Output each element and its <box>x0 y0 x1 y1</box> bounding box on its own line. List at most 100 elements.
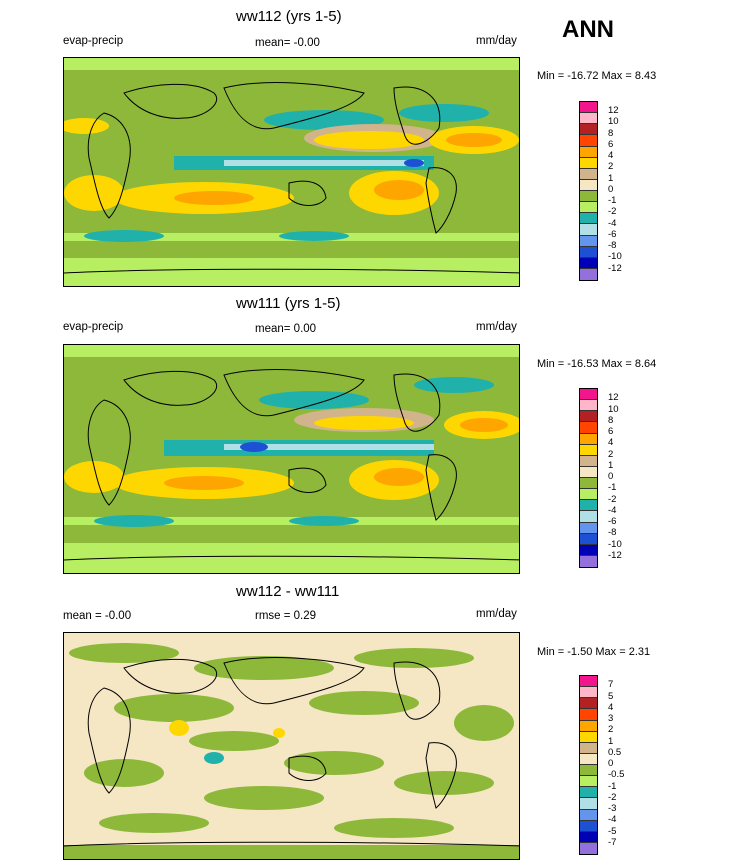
panel-2-title: ww111 (yrs 1-5) <box>236 295 341 312</box>
panel-1-cbar-label: -8 <box>608 240 617 251</box>
panel-3-colorbar <box>579 675 598 855</box>
colorbar-swatch <box>580 179 597 191</box>
panel-1-cbar-label: 1 <box>608 173 614 184</box>
colorbar-swatch <box>580 698 597 710</box>
panel-1-cbar-label: -2 <box>608 206 617 217</box>
colorbar-swatch <box>580 400 597 412</box>
panel-3-cbar-label: -0.5 <box>608 769 625 780</box>
panel-3-cbar-label: 7 <box>608 679 614 690</box>
colorbar-swatch <box>580 224 597 236</box>
colorbar-swatch <box>580 709 597 721</box>
colorbar-swatch <box>580 389 597 401</box>
colorbar-swatch <box>580 444 597 456</box>
colorbar-swatch <box>580 544 597 556</box>
colorbar-swatch <box>580 246 597 258</box>
panel-1-cbar-label: -10 <box>608 251 622 262</box>
panel-1-cbar-label: 12 <box>608 105 619 116</box>
panel-1-cbar-label: 8 <box>608 128 614 139</box>
panel-3-cbar-label: 5 <box>608 691 614 702</box>
panel-2-cbar-label: 12 <box>608 392 619 403</box>
panel-1-cbar-label: 10 <box>608 116 619 127</box>
colorbar-swatch <box>580 257 597 269</box>
panel-2-cbar-label: -12 <box>608 550 622 561</box>
colorbar-swatch <box>580 676 597 688</box>
panel-2-cbar-label: -4 <box>608 505 617 516</box>
colorbar-swatch <box>580 202 597 214</box>
panel-3-minmax: Min = -1.50 Max = 2.31 <box>537 646 651 658</box>
panel-1-cbar-label: 0 <box>608 184 614 195</box>
panel-3-units: mm/day <box>476 608 517 620</box>
panel-2-cbar-label: 6 <box>608 426 614 437</box>
colorbar-swatch <box>580 478 597 490</box>
panel-3-map-field <box>64 633 519 859</box>
panel-2-cbar-label: 10 <box>608 404 619 415</box>
colorbar-swatch <box>580 687 597 699</box>
colorbar-swatch <box>580 113 597 125</box>
panel-1-cbar-label: -6 <box>608 229 617 240</box>
panel-3-cbar-label: -5 <box>608 826 617 837</box>
panel-1-map-field <box>64 58 519 286</box>
panel-2-cbar-label: -10 <box>608 539 622 550</box>
panel-1-cbar-label: 2 <box>608 161 614 172</box>
panel-1-colorbar <box>579 101 598 281</box>
panel-1-cbar-label: 6 <box>608 139 614 150</box>
panel-3-cbar-label: -1 <box>608 781 617 792</box>
colorbar-swatch <box>580 422 597 434</box>
colorbar-swatch <box>580 268 597 280</box>
colorbar-swatch <box>580 842 597 854</box>
panel-3-cbar-label: 4 <box>608 702 614 713</box>
panel-3-cbar-label: 0 <box>608 758 614 769</box>
colorbar-swatch <box>580 742 597 754</box>
panel-3-rmse: rmse = 0.29 <box>255 610 317 622</box>
panel-2-cbar-label: 4 <box>608 437 614 448</box>
panel-1-cbar-label: 4 <box>608 150 614 161</box>
colorbar-swatch <box>580 798 597 810</box>
panel-1-cbar-label: -12 <box>608 263 622 274</box>
panel-3-cbar-label: -3 <box>608 803 617 814</box>
colorbar-swatch <box>580 235 597 247</box>
panel-2-map-field <box>64 345 519 573</box>
colorbar-swatch <box>580 511 597 523</box>
colorbar-swatch <box>580 809 597 821</box>
panel-3-cbar-label: 3 <box>608 713 614 724</box>
colorbar-swatch <box>580 411 597 423</box>
colorbar-swatch <box>580 213 597 225</box>
panel-1-title: ww112 (yrs 1-5) <box>236 8 342 25</box>
panel-3-title: ww112 - ww111 <box>236 583 340 600</box>
panel-2-cbar-label: -2 <box>608 494 617 505</box>
colorbar-swatch <box>580 533 597 545</box>
colorbar-swatch <box>580 168 597 180</box>
season-label: ANN <box>562 16 614 43</box>
colorbar-swatch <box>580 731 597 743</box>
panel-2-left-label: evap-precip <box>63 321 124 333</box>
colorbar-swatch <box>580 776 597 788</box>
panel-2-cbar-label: -1 <box>608 482 617 493</box>
panel-1-units: mm/day <box>476 35 517 47</box>
colorbar-swatch <box>580 191 597 203</box>
panel-2-cbar-label: 8 <box>608 415 614 426</box>
panel-2-minmax: Min = -16.53 Max = 8.64 <box>537 358 657 370</box>
panel-1-left-label: evap-precip <box>63 35 124 47</box>
panel-2-cbar-label: -6 <box>608 516 617 527</box>
panel-3-map <box>63 632 520 860</box>
colorbar-swatch <box>580 433 597 445</box>
panel-2-colorbar <box>579 388 598 568</box>
panel-1-mean: mean= -0.00 <box>255 37 320 49</box>
colorbar-swatch <box>580 787 597 799</box>
colorbar-swatch <box>580 753 597 765</box>
panel-1-cbar-label: -4 <box>608 218 617 229</box>
panel-1-map <box>63 57 520 287</box>
colorbar-swatch <box>580 135 597 147</box>
panel-3-cbar-label: 2 <box>608 724 614 735</box>
panel-2-cbar-label: 1 <box>608 460 614 471</box>
panel-1-minmax: Min = -16.72 Max = 8.43 <box>537 70 657 82</box>
colorbar-swatch <box>580 466 597 478</box>
panel-3-cbar-label: 1 <box>608 736 614 747</box>
colorbar-swatch <box>580 522 597 534</box>
colorbar-swatch <box>580 489 597 501</box>
panel-3-cbar-label: -7 <box>608 837 617 848</box>
colorbar-swatch <box>580 555 597 567</box>
panel-3-cbar-label: -4 <box>608 814 617 825</box>
colorbar-swatch <box>580 500 597 512</box>
colorbar-swatch <box>580 820 597 832</box>
